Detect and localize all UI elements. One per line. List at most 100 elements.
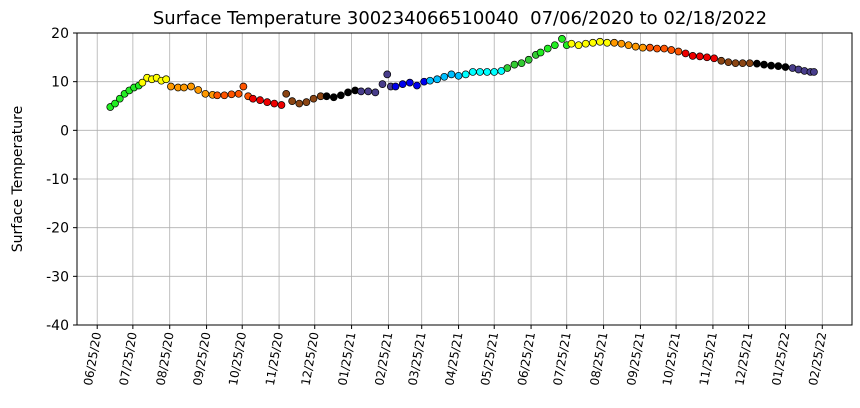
point [517,59,526,68]
point [624,41,633,50]
x-tick-label: 09/25/21 [624,331,647,387]
point [194,86,203,94]
x-tick-label: 04/25/21 [442,331,465,387]
point [115,94,124,103]
point [277,101,286,109]
point [220,91,229,100]
point [405,78,414,87]
point [371,88,380,97]
point [774,62,783,70]
point [249,94,257,103]
point [454,71,463,80]
x-tick-label: 11/25/20 [263,331,286,387]
x-tick-label: 06/25/20 [81,331,104,387]
point [617,39,626,48]
y-tick-label: 10 [51,75,69,91]
y-tick-label: -40 [46,318,69,334]
x-tick-label: 11/25/21 [697,331,720,387]
point [567,39,576,48]
point [309,94,318,103]
point [667,46,676,54]
x-tick-label: 10/25/21 [660,331,683,387]
point [234,89,243,98]
x-tick-label: 03/25/21 [406,331,429,387]
point [703,53,711,62]
x-tick-label: 02/25/22 [806,331,829,387]
point [344,88,352,97]
point [364,87,373,96]
point [581,39,590,48]
x-tick-label: 12/25/21 [732,331,755,387]
point [213,91,222,100]
x-tick-label: 05/25/21 [478,331,501,387]
point [543,44,552,53]
point [589,38,597,47]
point [653,44,661,53]
point [476,68,484,76]
point [447,70,456,79]
point [596,37,604,46]
point [558,34,566,43]
point [167,82,175,91]
point [483,68,491,76]
point [398,80,407,88]
point [738,59,747,68]
point [717,56,726,65]
y-axis-label: Surface Temperature [10,106,26,252]
point [413,81,421,90]
point [201,89,210,98]
point [111,99,119,108]
point [468,68,477,76]
point [745,59,754,68]
x-tick-label: 02/25/21 [372,331,395,387]
point [574,41,583,50]
plot-frame [76,32,853,326]
point [337,91,345,100]
point [638,43,647,52]
chart-title: Surface Temperature 300234066510040 07/0… [153,8,767,29]
x-tick-label: 08/25/20 [154,331,177,387]
point [180,83,188,92]
point [510,60,519,69]
x-tick-label: 01/25/22 [769,331,792,387]
point [674,47,683,56]
point [288,97,296,105]
point [263,98,272,106]
y-tick-label: -30 [46,269,69,285]
point [256,96,264,105]
point [322,92,331,101]
y-tick-label: -20 [46,221,69,237]
x-tick-label: 10/25/20 [226,331,249,387]
point [731,59,740,68]
point [753,59,761,68]
x-tick-label: 07/25/20 [117,331,140,387]
point [187,82,195,91]
point [696,52,704,61]
point [433,75,442,84]
point [138,78,147,87]
x-tick-label: 07/25/21 [551,331,574,387]
x-tick-label: 06/25/21 [515,331,538,387]
point [536,48,545,57]
point [440,72,449,81]
point [524,55,533,64]
x-tick-label: 12/25/20 [299,331,322,387]
point [383,70,392,79]
point [781,63,790,71]
point [660,44,669,53]
point [631,42,640,51]
y-tick-label: 0 [60,123,69,139]
point [295,99,304,108]
x-tick-label: 01/25/21 [335,331,358,387]
point [270,99,279,108]
point [357,87,365,96]
point [426,76,434,85]
x-tick-label: 08/25/21 [587,331,610,387]
point [681,49,690,58]
point [767,61,776,70]
point [461,70,470,79]
point [760,60,768,69]
point [710,54,718,63]
point [550,41,559,50]
